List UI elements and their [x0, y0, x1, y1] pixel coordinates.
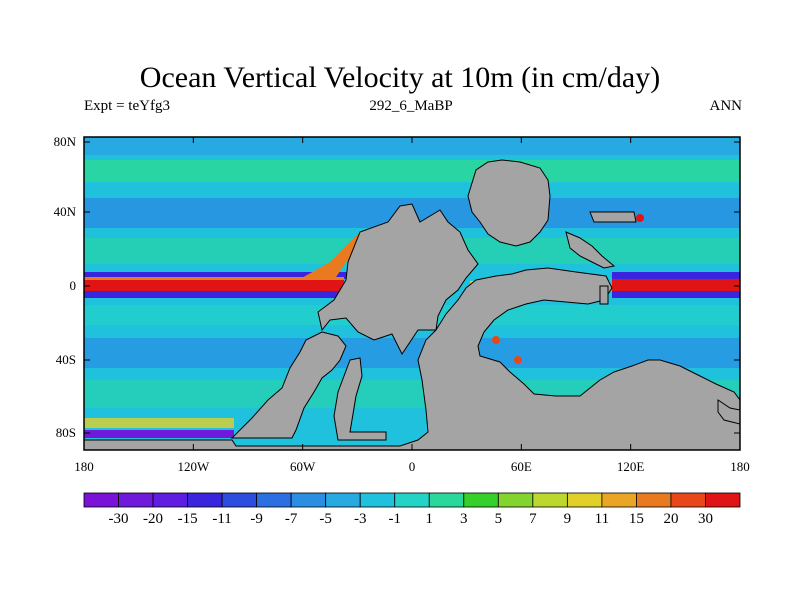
colorbar-label: -20 [143, 511, 164, 527]
colorbar-label: 30 [697, 511, 713, 527]
colorbar-label: -30 [108, 511, 129, 527]
x-tick-label: 120E [616, 459, 645, 474]
experiment-label: Expt = teYfg3 [84, 98, 170, 114]
land-eurasia-east [84, 267, 740, 450]
land-north-island [589, 211, 637, 223]
land-south-east-cap [717, 399, 740, 425]
southern-polar-purple-west [84, 430, 234, 438]
y-tick-label: 40S [55, 352, 76, 367]
colorbar-swatch [118, 492, 154, 508]
colorbar-label: -7 [284, 511, 298, 527]
x-tick-label: 0 [408, 459, 416, 474]
colorbar-swatch [463, 492, 499, 508]
colorbar-label: -3 [353, 511, 367, 527]
colorbar-label: 20 [663, 511, 679, 527]
y-tick-label: 80S [55, 425, 76, 440]
upwelling-hotspot-north [636, 214, 644, 222]
colorbar-label: 5 [494, 511, 503, 527]
x-tick-label: 60E [510, 459, 532, 474]
colorbar-swatch [152, 492, 188, 508]
colorbar-swatch [497, 492, 534, 508]
colorbar-swatch [290, 492, 327, 508]
y-tick-label: 0 [69, 278, 77, 293]
colorbar-swatch [221, 492, 258, 508]
equatorial-blue-east-n [612, 272, 740, 279]
colorbar-label: 9 [563, 511, 572, 527]
equatorial-upwelling-pacific [84, 279, 344, 291]
colorbar-label: 3 [460, 511, 468, 527]
colorbar-swatch [394, 492, 430, 508]
colorbar [83, 492, 741, 508]
colorbar-label: 1 [425, 511, 434, 527]
map-title: Ocean Vertical Velocity at 10m (in cm/da… [139, 61, 661, 94]
equatorial-blue-south [84, 291, 344, 298]
colorbar-swatch [325, 492, 361, 508]
land-east-peninsula [565, 231, 616, 269]
colorbar-swatch [359, 492, 396, 508]
colorbar-swatch [256, 492, 292, 508]
equatorial-blue-north [84, 272, 354, 279]
colorbar-label: -9 [250, 511, 263, 527]
x-tick-label: 120W [177, 459, 210, 474]
colorbar-label: 11 [594, 511, 610, 527]
land-south-africa [333, 357, 387, 441]
colorbar-swatch [705, 492, 741, 508]
axis-ticks [83, 137, 741, 450]
upwelling-hotspot-south-2 [514, 356, 522, 364]
colorbar-swatch [601, 492, 637, 508]
y-tick-label: 80N [53, 134, 76, 149]
y-tick-label: 40N [53, 204, 76, 219]
land-masses [84, 159, 740, 450]
colorbar-label: 7 [529, 511, 537, 527]
equatorial-blue-east-s [612, 291, 740, 298]
colorbar-swatch [83, 492, 119, 508]
x-tick-label: 180 [730, 459, 750, 474]
colorbar-swatch [532, 492, 568, 508]
x-tick-label: 60W [290, 459, 316, 474]
band-subarctic [84, 160, 740, 182]
colorbar-swatch [636, 492, 672, 508]
season-label: ANN [709, 98, 743, 114]
land-north-polar [467, 159, 551, 247]
colorbar-swatch [428, 492, 465, 508]
southern-polar-orange-west [84, 418, 234, 428]
band-south-midlat [84, 338, 740, 368]
land-east-small [599, 285, 609, 305]
colorbar-label: -11 [212, 511, 232, 527]
period-label: 292_6_MaBP [369, 98, 453, 114]
equatorial-orange [84, 277, 344, 280]
band-arctic [84, 137, 740, 155]
land-main-supercontinent [317, 203, 479, 355]
colorbar-swatch [187, 492, 223, 508]
land-south-america [230, 331, 347, 439]
equatorial-upwelling-east [612, 279, 740, 291]
colorbar-swatch [670, 492, 706, 508]
coastal-upwelling-west [300, 232, 366, 280]
colorbar-label: -1 [388, 511, 401, 527]
x-tick-label: 180 [74, 459, 94, 474]
colorbar-label: -15 [177, 511, 198, 527]
upwelling-hotspot-south-1 [492, 336, 500, 344]
colorbar-swatch [566, 492, 603, 508]
colorbar-label: 15 [628, 511, 644, 527]
colorbar-label: -5 [319, 511, 332, 527]
